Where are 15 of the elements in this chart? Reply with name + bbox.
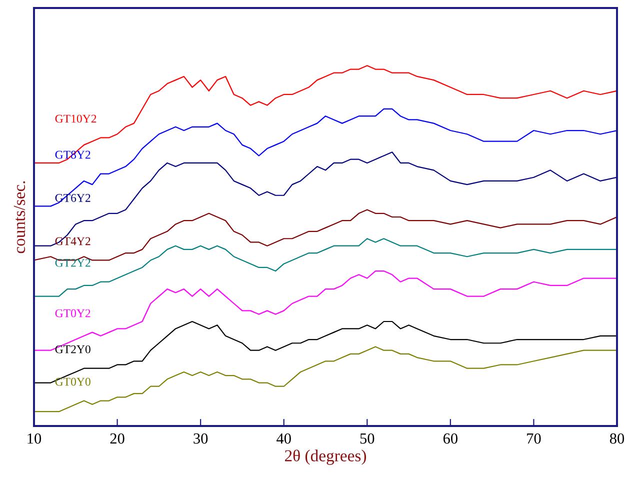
x-axis-title: 2θ (degrees): [284, 450, 366, 465]
x-tick-label: 20: [110, 433, 124, 444]
x-tick-label: 30: [194, 433, 208, 444]
series-label: GT10Y2: [55, 114, 96, 123]
series-label: GT2Y0: [55, 345, 90, 354]
x-tick-label: 60: [443, 433, 458, 444]
series-label: GT0Y2: [55, 309, 90, 318]
x-tick-label: 40: [276, 433, 291, 444]
series-label: GT2Y2: [55, 258, 90, 267]
x-tick-label: 70: [527, 433, 541, 444]
x-tick-label: 80: [610, 433, 624, 444]
x-tick-label: 10: [28, 433, 42, 444]
y-axis-title: counts/sec.: [14, 181, 26, 254]
series-label: GT0Y0: [55, 378, 90, 386]
x-tick-label: 50: [360, 433, 374, 444]
